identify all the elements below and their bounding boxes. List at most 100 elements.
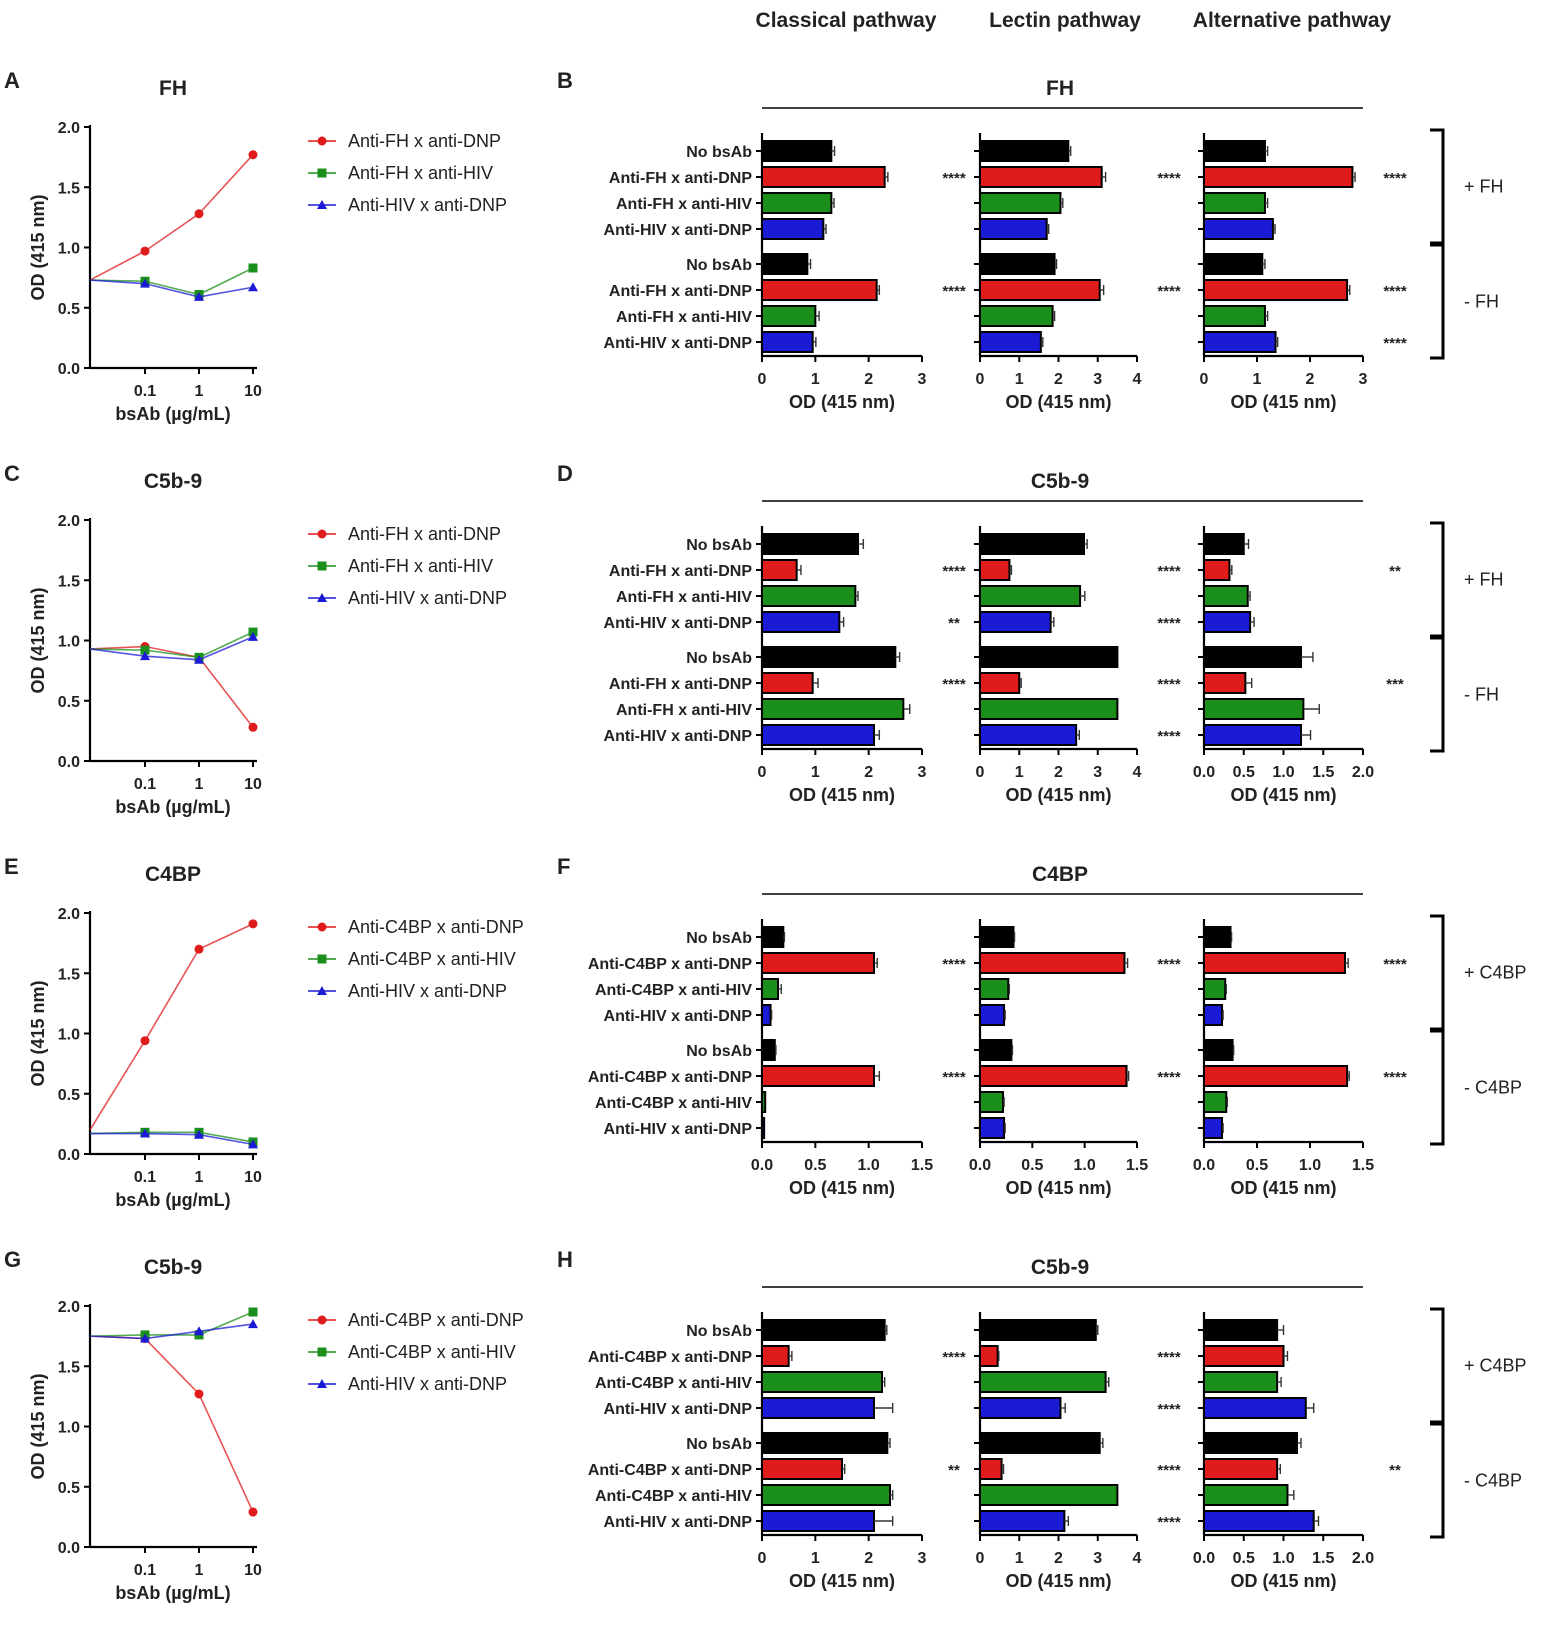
bar bbox=[1203, 279, 1349, 301]
bar bbox=[1203, 611, 1252, 633]
bar bbox=[761, 926, 785, 948]
data-point bbox=[194, 1129, 204, 1139]
series-line-green bbox=[89, 631, 254, 659]
bar bbox=[1203, 672, 1247, 694]
data-point bbox=[140, 246, 150, 256]
bar bbox=[1203, 978, 1227, 1000]
line-panel-E: E C4BP 0.0 0.5 1.0 1.5 2.0 0.1 1 10 bsAb (µg/mL) OD… bbox=[4, 854, 524, 1210]
data-point bbox=[194, 1326, 204, 1336]
x-tick-label: 1.5 bbox=[1312, 1550, 1334, 1567]
data-point bbox=[140, 645, 150, 655]
legend-label: Anti-C4BP x anti-HIV bbox=[348, 1342, 516, 1362]
x-axis-label: OD (415 nm) bbox=[789, 1178, 895, 1198]
bar bbox=[1203, 1397, 1307, 1419]
y-tick-label: 0.0 bbox=[58, 1147, 80, 1164]
y-axis-label: OD (415 nm) bbox=[28, 980, 48, 1086]
series-line-green bbox=[89, 1311, 254, 1337]
bar bbox=[979, 279, 1101, 301]
data-point bbox=[248, 150, 258, 160]
bar bbox=[1203, 1039, 1234, 1061]
y-tick-label: 2.0 bbox=[58, 906, 80, 923]
data-point bbox=[140, 1036, 150, 1046]
bar bbox=[979, 331, 1042, 353]
significance-label: **** bbox=[1157, 563, 1181, 580]
bar bbox=[761, 1432, 889, 1454]
bar bbox=[1203, 1371, 1279, 1393]
bar bbox=[1203, 926, 1232, 948]
x-axis-label: bsAb (µg/mL) bbox=[115, 797, 230, 817]
y-tick-label: 1.5 bbox=[58, 180, 80, 197]
x-tick-label: 0 bbox=[976, 764, 985, 781]
category-label: Anti-C4BP x anti-DNP bbox=[588, 1462, 752, 1479]
legend-marker bbox=[317, 1315, 327, 1325]
x-tick-label: 2 bbox=[1054, 764, 1063, 781]
bar bbox=[761, 1397, 875, 1419]
panel-title: C5b-9 bbox=[1031, 1256, 1089, 1279]
data-point bbox=[140, 1128, 150, 1138]
y-tick-label: 0.0 bbox=[58, 754, 80, 771]
bar bbox=[979, 698, 1119, 720]
x-tick-label: 1.0 bbox=[1299, 1157, 1321, 1174]
x-tick-label: 3 bbox=[1093, 371, 1102, 388]
bar bbox=[979, 926, 1015, 948]
panel-title: C5b-9 bbox=[144, 470, 202, 493]
x-tick-label: 1.0 bbox=[1272, 764, 1294, 781]
bar bbox=[1203, 646, 1302, 668]
group-bracket bbox=[1430, 521, 1445, 638]
significance-label: **** bbox=[1157, 1069, 1181, 1086]
bar bbox=[1203, 1065, 1349, 1087]
bar bbox=[979, 978, 1010, 1000]
y-axis-label: OD (415 nm) bbox=[28, 194, 48, 300]
bar bbox=[1203, 1319, 1279, 1341]
significance-label: ** bbox=[948, 1462, 960, 1479]
bar bbox=[1203, 698, 1305, 720]
bar bbox=[761, 1065, 875, 1087]
legend-label: Anti-HIV x anti-DNP bbox=[348, 981, 507, 1001]
x-tick-label: 3 bbox=[918, 371, 927, 388]
category-label: Anti-C4BP x anti-HIV bbox=[595, 1095, 752, 1112]
bar bbox=[979, 952, 1126, 974]
bar bbox=[1203, 585, 1249, 607]
bar bbox=[1203, 724, 1302, 746]
bar bbox=[1203, 1510, 1315, 1532]
category-label: Anti-HIV x anti-DNP bbox=[604, 1514, 753, 1531]
category-label: No bsAb bbox=[686, 930, 752, 947]
x-tick-label: 4 bbox=[1133, 371, 1142, 388]
subplot-lectin: 0.0 0.5 1.0 1.5 OD (415 nm) **** **** bbox=[969, 919, 1181, 1198]
x-tick-label: 0 bbox=[1200, 371, 1209, 388]
bar bbox=[979, 140, 1070, 162]
bar bbox=[761, 1039, 776, 1061]
bar bbox=[761, 1371, 883, 1393]
x-tick-label: 1.0 bbox=[858, 1157, 880, 1174]
panel-label: C bbox=[4, 461, 20, 486]
x-tick-label: 1.0 bbox=[1074, 1157, 1096, 1174]
group-bracket bbox=[1430, 1029, 1445, 1146]
y-tick-label: 1.5 bbox=[58, 966, 80, 983]
y-tick-label: 0.5 bbox=[58, 301, 80, 318]
series-line-blue bbox=[89, 279, 254, 298]
category-label: Anti-C4BP x anti-HIV bbox=[595, 982, 752, 999]
y-tick-label: 0.0 bbox=[58, 361, 80, 378]
bar bbox=[1203, 140, 1266, 162]
x-tick-label: 0.1 bbox=[134, 1169, 156, 1186]
group-label: + C4BP bbox=[1464, 1356, 1527, 1376]
bar-panel-D: D C5b-9 No bsAb Anti-FH x anti-DNP Anti-FH x… bbox=[557, 461, 1504, 805]
significance-label: **** bbox=[942, 283, 966, 300]
data-point bbox=[248, 631, 258, 641]
x-tick-label: 0.5 bbox=[1246, 1157, 1268, 1174]
bar bbox=[1203, 192, 1266, 214]
category-label: No bsAb bbox=[686, 257, 752, 274]
bar bbox=[979, 1458, 1003, 1480]
legend-label: Anti-HIV x anti-DNP bbox=[348, 195, 507, 215]
bar bbox=[761, 646, 897, 668]
significance-label: **** bbox=[1157, 283, 1181, 300]
bar bbox=[761, 952, 875, 974]
category-label: Anti-FH x anti-HIV bbox=[616, 589, 752, 606]
x-axis-label: OD (415 nm) bbox=[789, 785, 895, 805]
subplot-classical: 0.0 0.5 1.0 1.5 OD (415 nm) **** **** bbox=[751, 919, 966, 1198]
x-tick-label: 0.0 bbox=[969, 1157, 991, 1174]
significance-label: **** bbox=[1157, 728, 1181, 745]
significance-label: **** bbox=[1157, 1514, 1181, 1531]
